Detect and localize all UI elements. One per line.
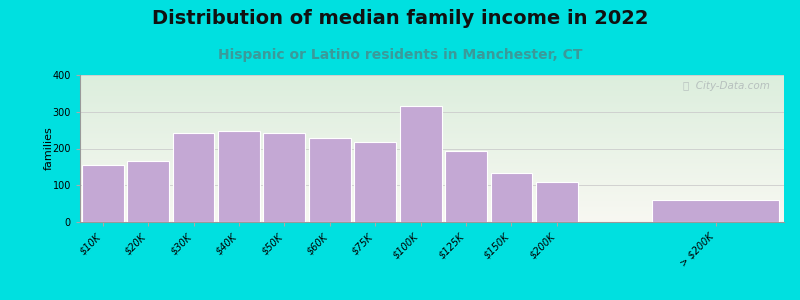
Bar xyxy=(445,152,487,222)
Bar xyxy=(218,131,260,222)
Bar xyxy=(309,138,350,222)
Text: Distribution of median family income in 2022: Distribution of median family income in … xyxy=(152,9,648,28)
Bar xyxy=(400,106,442,222)
Bar xyxy=(652,200,779,222)
Text: ⓘ  City-Data.com: ⓘ City-Data.com xyxy=(683,81,770,91)
Y-axis label: families: families xyxy=(43,127,54,170)
Bar xyxy=(263,133,306,222)
Bar xyxy=(127,161,169,222)
Bar xyxy=(354,142,396,222)
Bar xyxy=(536,182,578,222)
Text: Hispanic or Latino residents in Manchester, CT: Hispanic or Latino residents in Manchest… xyxy=(218,48,582,62)
Bar xyxy=(82,165,124,222)
Bar xyxy=(490,173,532,222)
Bar xyxy=(173,133,214,222)
